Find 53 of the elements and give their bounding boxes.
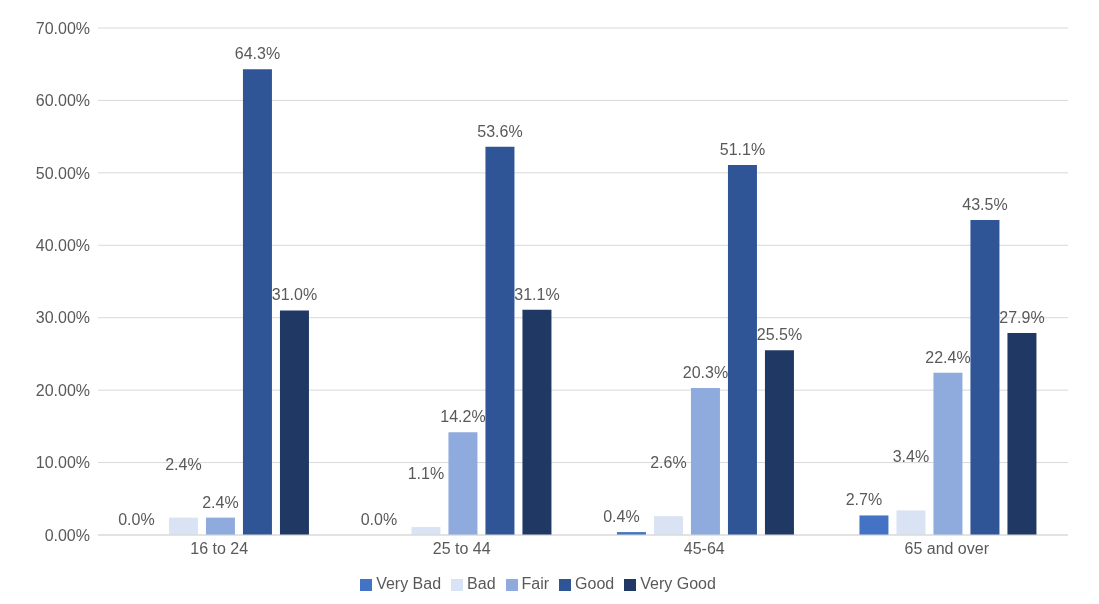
data-label: 14.2% <box>440 408 486 426</box>
bar <box>205 517 235 535</box>
data-label: 2.4% <box>202 493 239 511</box>
bar <box>933 372 963 535</box>
bar <box>653 516 683 535</box>
x-tick-label: 16 to 24 <box>190 540 249 558</box>
y-tick-label: 40.00% <box>35 236 90 254</box>
bar <box>1007 332 1037 535</box>
bar <box>242 69 272 535</box>
data-label: 3.4% <box>892 448 930 466</box>
x-tick-label: 25 to 44 <box>432 540 491 558</box>
data-label: 31.1% <box>514 285 560 303</box>
data-label: 2.7% <box>845 491 883 509</box>
y-tick-label: 50.00% <box>35 164 90 182</box>
y-tick-label: 60.00% <box>35 92 90 110</box>
data-label: 20.3% <box>682 363 729 381</box>
bar <box>448 432 478 535</box>
bar <box>859 515 889 535</box>
y-tick-label: 20.00% <box>35 381 90 399</box>
x-tick-label: 65 and over <box>904 540 990 558</box>
data-label: 0.4% <box>603 508 640 526</box>
data-label: 1.1% <box>407 465 445 483</box>
data-label: 27.9% <box>999 308 1045 326</box>
bar <box>168 517 198 535</box>
legend-label: Bad <box>467 575 496 592</box>
y-tick-label: 10.00% <box>35 454 90 472</box>
bar <box>690 387 720 535</box>
y-tick-label: 70.00% <box>35 19 90 37</box>
legend-label: Good <box>575 575 615 592</box>
data-label: 2.4% <box>165 455 202 473</box>
data-label: 0.0% <box>118 510 155 528</box>
data-label: 22.4% <box>925 348 971 366</box>
bar <box>279 310 309 535</box>
data-label: 64.3% <box>234 45 281 63</box>
data-label: 53.6% <box>477 122 523 140</box>
x-tick-label: 45-64 <box>683 540 725 558</box>
data-label: 2.6% <box>650 454 687 472</box>
bar <box>522 309 552 535</box>
bar <box>485 146 515 535</box>
bar <box>764 350 794 535</box>
bar <box>970 219 1000 535</box>
bar <box>896 510 926 535</box>
bar <box>727 164 757 535</box>
legend-label: Very Bad <box>376 575 442 592</box>
data-label: 43.5% <box>962 195 1008 213</box>
data-label: 0.0% <box>360 510 398 528</box>
data-label: 51.1% <box>719 140 766 158</box>
y-tick-label: 0.00% <box>44 526 90 544</box>
y-tick-label: 30.00% <box>35 309 90 327</box>
data-label: 25.5% <box>756 326 803 344</box>
data-label: 31.0% <box>271 286 318 304</box>
legend-label: Fair <box>521 575 550 592</box>
legend-label: Very Good <box>640 575 716 592</box>
